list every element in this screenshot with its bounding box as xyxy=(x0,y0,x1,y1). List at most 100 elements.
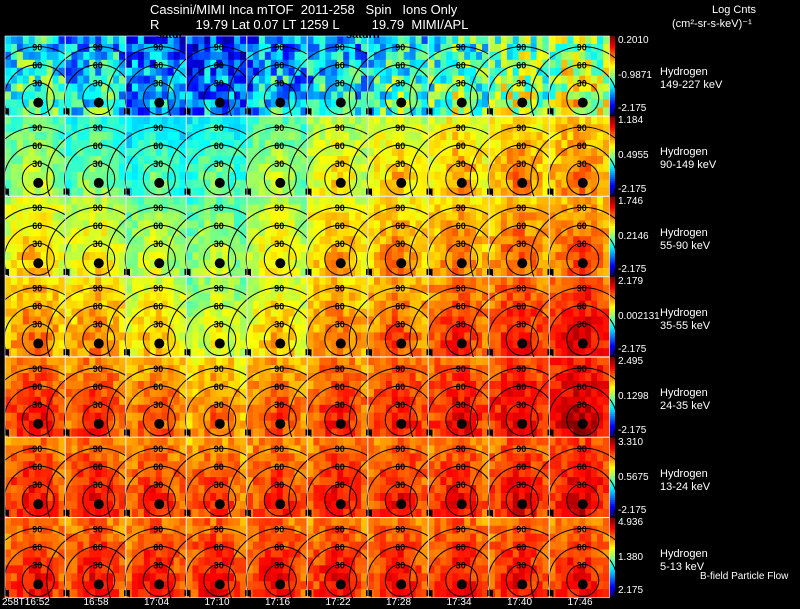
image-pixel xyxy=(591,140,598,149)
image-pixel xyxy=(270,204,278,213)
image-pixel xyxy=(276,132,284,141)
image-pixel xyxy=(161,412,169,422)
image-pixel xyxy=(549,155,556,165)
image-pixel xyxy=(524,236,532,245)
image-pixel xyxy=(216,220,223,229)
image-pixel xyxy=(452,140,459,149)
image-pixel xyxy=(228,357,235,366)
image-pixel xyxy=(489,75,496,84)
image-pixel xyxy=(464,236,471,245)
image-pixel xyxy=(373,276,381,286)
image-pixel xyxy=(167,116,174,125)
image-pixel xyxy=(22,300,30,310)
image-pixel xyxy=(440,292,447,302)
image-pixel xyxy=(161,51,169,61)
image-pixel xyxy=(489,260,496,269)
image-pixel xyxy=(222,236,229,245)
image-pixel xyxy=(186,420,193,429)
image-pixel xyxy=(131,132,139,141)
image-pixel xyxy=(204,357,211,366)
image-pixel xyxy=(536,340,543,349)
image-pixel xyxy=(137,267,145,277)
image-pixel xyxy=(603,244,610,253)
image-pixel xyxy=(288,36,295,45)
image-pixel xyxy=(542,107,549,116)
image-pixel xyxy=(198,212,205,221)
image-pixel xyxy=(137,357,145,366)
image-pixel xyxy=(591,155,598,165)
image-pixel xyxy=(494,324,502,333)
panel-frame xyxy=(246,116,308,197)
image-pixel xyxy=(446,260,453,269)
image-pixel xyxy=(52,340,59,349)
image-pixel xyxy=(210,380,217,390)
image-pixel xyxy=(415,260,422,269)
image-pixel xyxy=(5,316,12,325)
image-pixel xyxy=(373,252,381,261)
image-pixel xyxy=(167,332,174,341)
contour-label: 60 xyxy=(456,302,466,312)
image-pixel xyxy=(34,124,42,133)
image-pixel xyxy=(149,276,157,286)
image-pixel xyxy=(234,252,241,261)
image-pixel xyxy=(131,316,139,325)
image-pixel xyxy=(482,179,489,189)
image-pixel xyxy=(240,124,247,133)
image-pixel xyxy=(343,284,350,294)
image-pixel xyxy=(337,236,344,245)
image-pixel xyxy=(40,365,48,374)
image-pixel xyxy=(198,99,205,108)
image-pixel xyxy=(5,276,12,286)
image-pixel xyxy=(210,43,217,53)
image-pixel xyxy=(300,244,307,253)
image-pixel xyxy=(28,43,36,53)
image-pixel xyxy=(494,163,502,173)
image-pixel xyxy=(470,179,477,189)
colorbar-segment xyxy=(607,402,615,405)
image-pixel xyxy=(415,332,422,341)
image-pixel xyxy=(143,420,151,429)
image-pixel xyxy=(40,179,48,189)
image-pixel xyxy=(192,204,199,213)
image-pixel xyxy=(204,308,211,317)
image-pixel xyxy=(307,99,314,108)
image-pixel xyxy=(421,91,428,100)
image-pixel xyxy=(355,59,362,69)
image-pixel xyxy=(107,91,114,100)
image-pixel xyxy=(391,196,399,205)
image-pixel xyxy=(397,196,405,205)
image-pixel xyxy=(434,59,441,69)
image-pixel xyxy=(597,67,604,77)
image-pixel xyxy=(518,236,526,245)
image-pixel xyxy=(198,67,205,77)
image-pixel xyxy=(530,140,537,149)
image-pixel xyxy=(5,204,12,213)
image-pixel xyxy=(216,91,223,100)
colorbar-segment xyxy=(607,106,615,109)
image-pixel xyxy=(131,348,139,357)
image-pixel xyxy=(161,284,169,294)
image-pixel xyxy=(89,236,96,245)
image-pixel xyxy=(10,163,18,173)
image-pixel xyxy=(530,300,537,310)
image-pixel xyxy=(149,36,157,45)
image-pixel xyxy=(434,107,441,116)
image-pixel xyxy=(216,107,223,116)
image-pixel xyxy=(434,124,441,133)
image-pixel xyxy=(198,124,205,133)
image-pixel xyxy=(603,187,610,196)
image-pixel xyxy=(113,187,120,196)
image-pixel xyxy=(482,148,489,157)
image-pixel xyxy=(179,244,186,253)
image-pixel xyxy=(101,236,108,245)
image-pixel xyxy=(300,276,307,286)
image-pixel xyxy=(71,420,78,429)
image-pixel xyxy=(270,284,278,294)
image-pixel xyxy=(452,220,459,229)
image-pixel xyxy=(131,276,139,286)
image-pixel xyxy=(288,148,295,157)
image-pixel xyxy=(192,380,199,390)
corner-mark xyxy=(305,268,312,275)
image-pixel xyxy=(77,204,84,213)
image-pixel xyxy=(198,300,205,310)
